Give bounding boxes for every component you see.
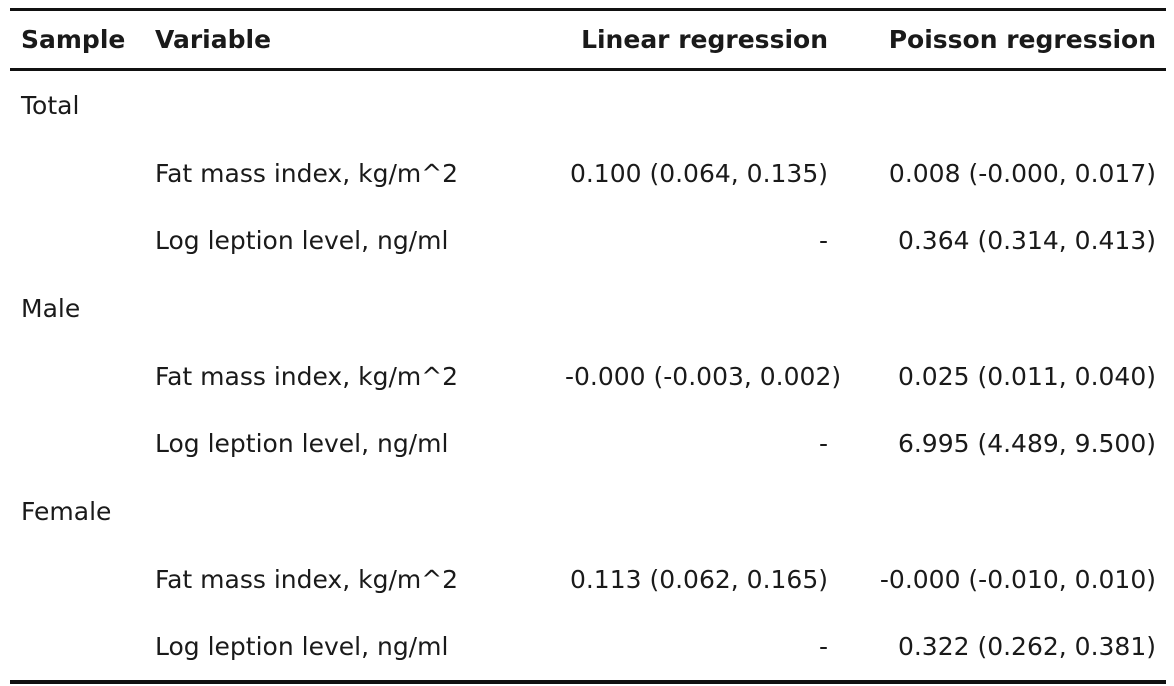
- poisson-cell: -0.000 (-0.010, 0.010): [879, 565, 1156, 594]
- header-linear-regression: Linear regression: [581, 25, 828, 54]
- table-bottom-rule: [10, 680, 1166, 684]
- table-header-row: Sample Variable Linear regression Poisso…: [10, 11, 1166, 68]
- poisson-cell: 0.364 (0.314, 0.413): [897, 226, 1156, 255]
- group-row-male: Male: [10, 274, 1166, 343]
- table-row: Fat mass index, kg/m^2 0.113 (0.062, 0.1…: [10, 546, 1166, 613]
- poisson-cell: 0.025 (0.011, 0.040): [897, 362, 1156, 391]
- group-row-female: Female: [10, 477, 1166, 546]
- linear-cell: -: [818, 429, 828, 458]
- group-row-total: Total: [10, 71, 1166, 140]
- table-row: Log leption level, ng/ml - 0.322 (0.262,…: [10, 613, 1166, 680]
- table-header-rule: [10, 68, 1166, 71]
- table-row: Log leption level, ng/ml - 6.995 (4.489,…: [10, 410, 1166, 477]
- group-label: Total: [21, 91, 80, 120]
- regression-table: Sample Variable Linear regression Poisso…: [10, 8, 1166, 684]
- table-row: Log leption level, ng/ml - 0.364 (0.314,…: [10, 207, 1166, 274]
- linear-cell: -: [818, 632, 828, 661]
- linear-cell: -: [818, 226, 828, 255]
- header-variable: Variable: [155, 25, 272, 54]
- table-top-rule: [10, 8, 1166, 11]
- variable-cell: Fat mass index, kg/m^2: [155, 159, 459, 188]
- poisson-cell: 6.995 (4.489, 9.500): [897, 429, 1156, 458]
- poisson-cell: 0.008 (-0.000, 0.017): [888, 159, 1156, 188]
- variable-cell: Log leption level, ng/ml: [155, 429, 449, 458]
- poisson-cell: 0.322 (0.262, 0.381): [897, 632, 1156, 661]
- group-label: Female: [21, 497, 112, 526]
- linear-cell: 0.100 (0.064, 0.135): [569, 159, 828, 188]
- variable-cell: Fat mass index, kg/m^2: [155, 362, 459, 391]
- header-sample: Sample: [21, 25, 126, 54]
- table-row: Fat mass index, kg/m^2 0.100 (0.064, 0.1…: [10, 140, 1166, 207]
- variable-cell: Log leption level, ng/ml: [155, 226, 449, 255]
- linear-cell: 0.113 (0.062, 0.165): [569, 565, 828, 594]
- variable-cell: Log leption level, ng/ml: [155, 632, 449, 661]
- group-label: Male: [21, 294, 81, 323]
- variable-cell: Fat mass index, kg/m^2: [155, 565, 459, 594]
- table-row: Fat mass index, kg/m^2 -0.000 (-0.003, 0…: [10, 343, 1166, 410]
- linear-cell: -0.000 (-0.003, 0.002): [565, 362, 842, 391]
- header-poisson-regression: Poisson regression: [888, 25, 1156, 54]
